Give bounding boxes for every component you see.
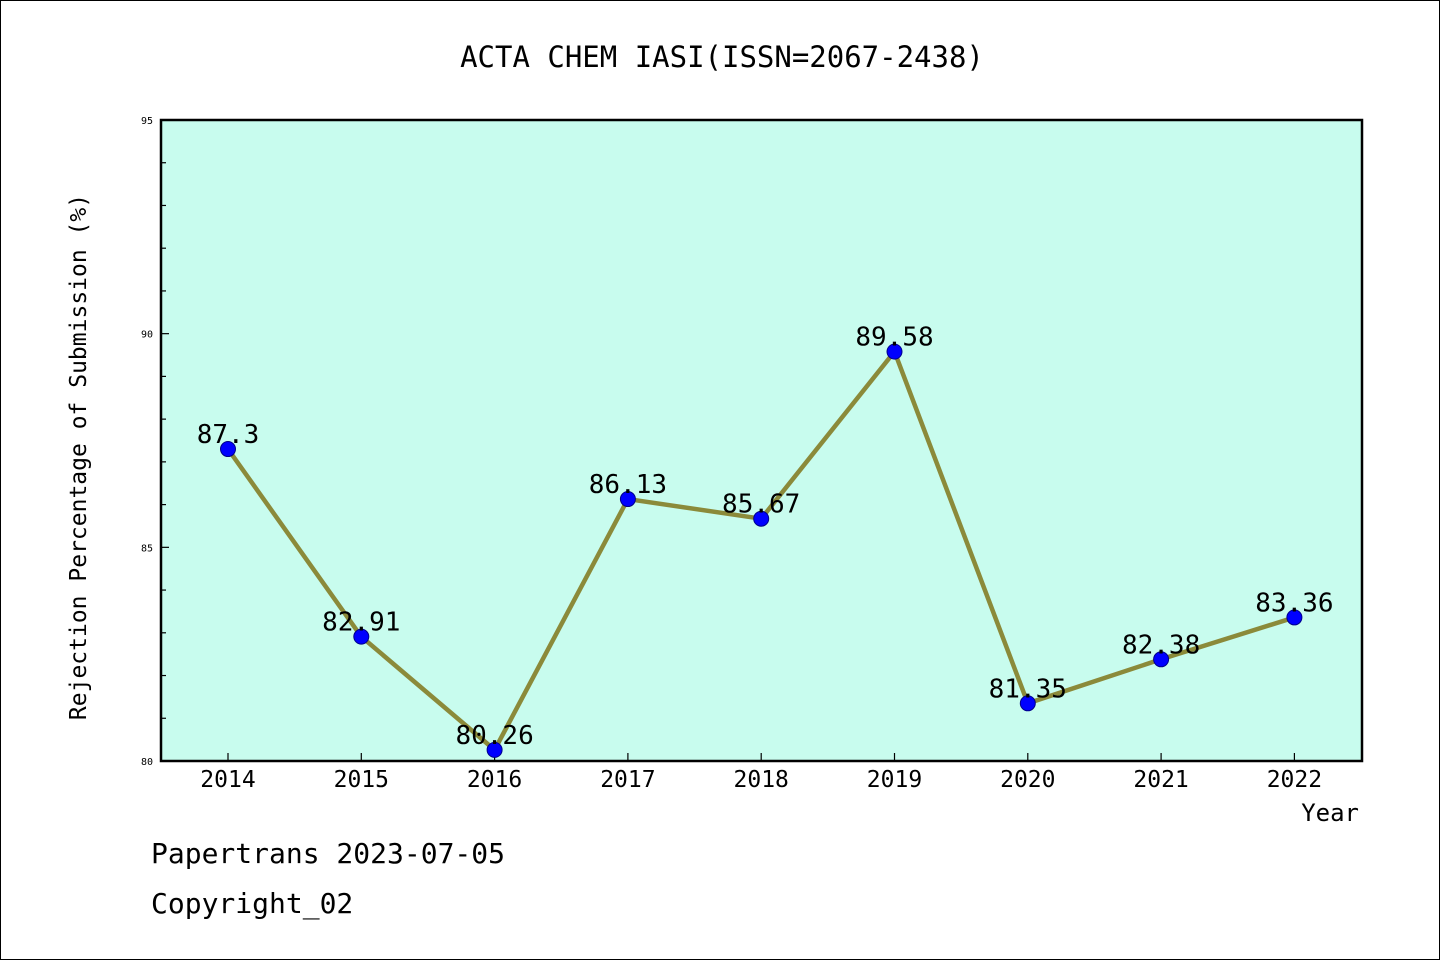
y-tick-label: 85	[141, 543, 153, 554]
chart-title: ACTA CHEM IASI(ISSN=2067-2438)	[460, 40, 984, 74]
plot-area	[161, 120, 1362, 761]
data-label: 82.91	[322, 608, 400, 638]
x-tick-label: 2021	[1133, 767, 1188, 793]
data-label: 83.36	[1255, 588, 1333, 618]
x-axis-label: Year	[1301, 799, 1359, 827]
plot-frame	[159, 118, 1364, 763]
data-point-marker	[353, 628, 370, 645]
y-tick-label: 95	[141, 116, 153, 127]
x-tick-label: 2022	[1267, 767, 1322, 793]
y-tick-label: 80	[141, 757, 153, 768]
x-tick-label: 2020	[1000, 767, 1055, 793]
data-label: 85.67	[722, 490, 800, 520]
data-point-marker	[753, 510, 770, 527]
y-tick-label: 90	[141, 330, 153, 341]
data-label: 89.58	[855, 323, 933, 353]
data-point-marker	[220, 441, 236, 458]
series-markers	[220, 343, 1303, 758]
footer-date-text: Papertrans 2023-07-05	[151, 837, 506, 870]
data-point-marker	[486, 741, 503, 758]
data-point-marker	[619, 491, 636, 508]
data-labels: 87.3 82.91 80.26 86.13 85.67 89.58 81.35 82.38 8…	[197, 323, 1334, 751]
data-label: 80.26	[455, 721, 533, 751]
data-point-marker	[1153, 651, 1170, 668]
x-tick-label: 2018	[734, 767, 789, 793]
data-label: 87.3	[197, 420, 260, 450]
x-tick-label: 2016	[467, 767, 522, 793]
y-tick-labels: 80 85 90 95	[141, 116, 153, 768]
x-tick-label: 2019	[867, 767, 922, 793]
data-label: 81.35	[989, 674, 1067, 704]
footer-copyright-text: Copyright_02	[151, 887, 354, 920]
x-tick-label: 2015	[334, 767, 389, 793]
data-label: 86.13	[589, 470, 667, 500]
data-point-marker	[1286, 609, 1303, 626]
x-tick-label: 2014	[200, 767, 255, 793]
y-axis-label: Rejection Percentage of Submission (%)	[66, 194, 92, 720]
data-point-marker	[1019, 695, 1036, 712]
data-label: 82.38	[1122, 630, 1200, 660]
x-tick-label: 2017	[600, 767, 655, 793]
data-point-marker	[886, 343, 903, 360]
x-tick-labels: 2014 2015 2016 2017 2018 2019 2020 2021 2022	[200, 767, 1322, 793]
